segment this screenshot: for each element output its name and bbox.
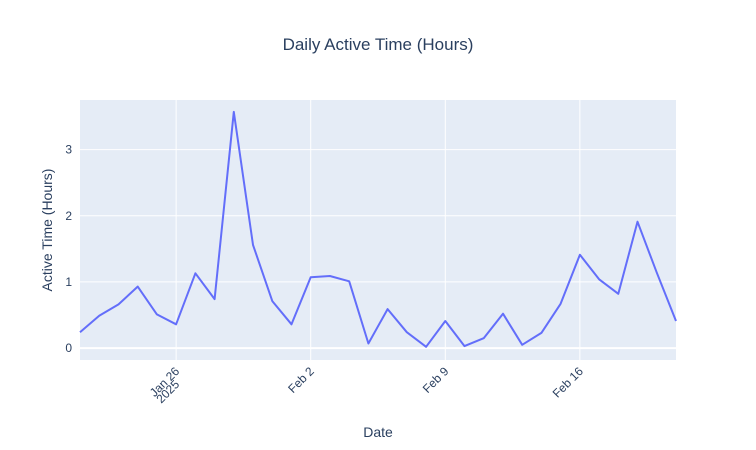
x-gridlines [175, 100, 581, 360]
series-group [79, 110, 677, 348]
y-tick-label: 3 [65, 143, 72, 157]
y-tick-label: 0 [65, 341, 72, 355]
series-line [79, 110, 677, 348]
y-axis-title: Active Time (Hours) [39, 169, 55, 292]
y-tick-labels: 0 1 2 3 [65, 143, 72, 355]
y-tick-label: 1 [65, 275, 72, 289]
x-axis-title: Date [363, 424, 393, 440]
y-tick-label: 2 [65, 209, 72, 223]
y-gridlines [80, 149, 676, 350]
chart-title: Daily Active Time (Hours) [283, 35, 474, 54]
